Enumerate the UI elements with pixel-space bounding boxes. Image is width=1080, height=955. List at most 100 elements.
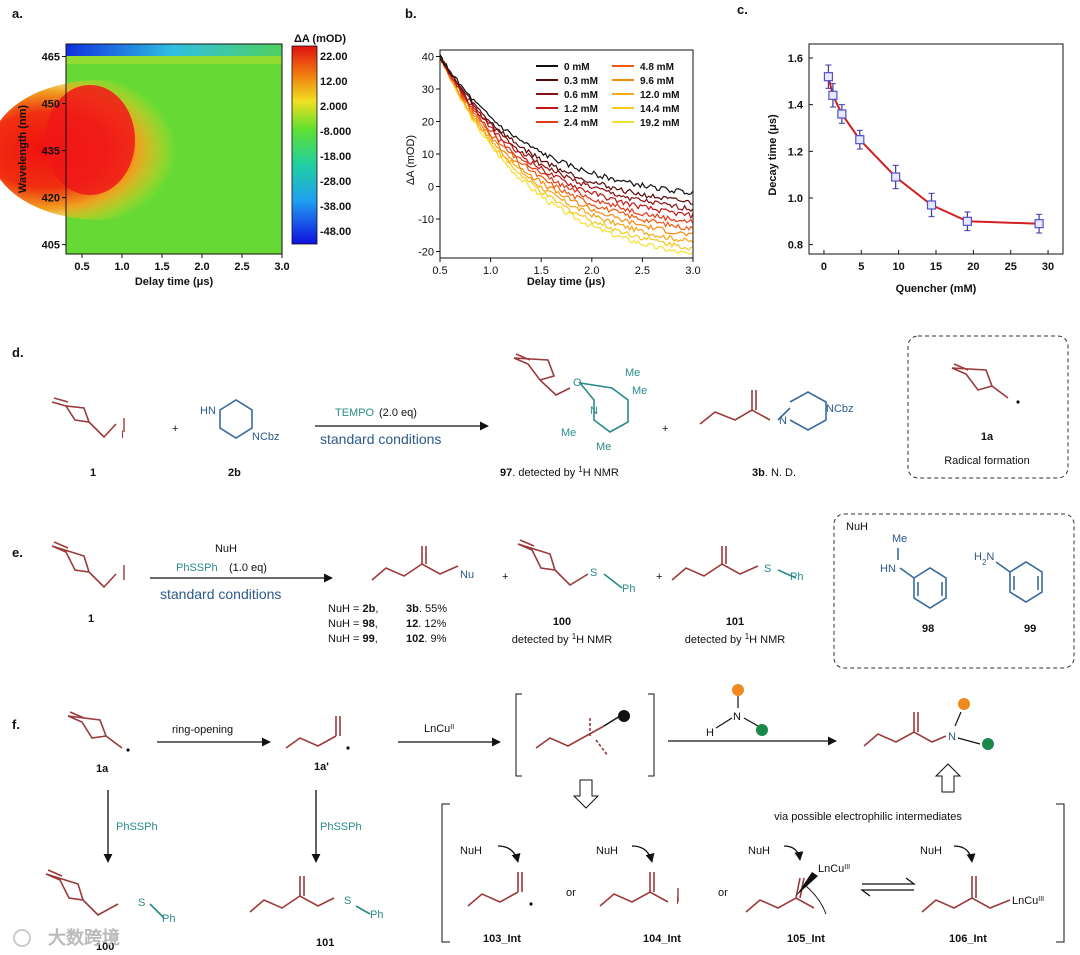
decay-xlabel: Quencher (mM) (896, 283, 977, 295)
legend-entry: 12.0 mM (640, 90, 679, 101)
decay-point (1034, 219, 1044, 229)
intermediate-103-structure: NuH (460, 845, 533, 907)
compound-98-structure: Me HN (880, 533, 947, 609)
svg-text:NCbz: NCbz (826, 403, 854, 415)
radical-box (907, 335, 1069, 479)
heatmap-xtick-label: 2.0 (194, 261, 209, 273)
watermark-text: 大数跨境 (48, 927, 120, 948)
svg-text:Ph: Ph (790, 571, 803, 583)
compound-101-e-structure: S Ph (671, 546, 803, 583)
kinetics-ytick-label: 40 (422, 52, 434, 64)
svg-text:detected by 1H NMR: detected by 1H NMR (685, 632, 785, 647)
heatmap-ylabel: Wavelength (nm) (17, 105, 29, 194)
label-104: 104_Int (643, 933, 681, 945)
svg-text:H: H (706, 727, 714, 739)
label-99: 99 (1024, 623, 1036, 635)
decay-ytick-label: 1.2 (788, 146, 803, 158)
compound-100-structure: S Ph (517, 539, 635, 595)
hollow-arrow-up (934, 763, 962, 793)
compound-3b-structure: N NCbz (699, 390, 854, 431)
svg-text:N: N (779, 415, 787, 427)
label-compound-1: 1 (90, 467, 96, 479)
amine-product-structure: N (863, 698, 994, 750)
amine-reagent: N H (706, 684, 768, 739)
yield-row: NuH = 2b, (328, 603, 378, 615)
label-100-e: 100 (553, 616, 571, 628)
svg-text:H2N: H2N (974, 551, 994, 567)
scheme-e: 1 NuH PhSSPh (1.0 eq) standard condition… (51, 513, 1075, 669)
svg-text:HN: HN (880, 563, 896, 575)
svg-text:NuH: NuH (215, 543, 237, 555)
kinetics-series-line (439, 57, 694, 212)
kinetics-xlabel: Delay time (μs) (527, 276, 606, 288)
kinetics-xtick-label: 3.0 (685, 265, 700, 277)
svg-text:I: I (676, 895, 679, 907)
yield-row: NuH = 98, (328, 618, 378, 630)
substituent-orange-dot (732, 684, 744, 696)
yield-value: 12. 12% (406, 618, 447, 630)
decay-point (891, 172, 901, 182)
svg-text:S: S (590, 567, 597, 579)
decay-xtick-label: 10 (893, 261, 905, 273)
svg-text:NuH: NuH (920, 845, 942, 857)
decay-point (962, 216, 972, 226)
svg-text:Ph: Ph (162, 913, 175, 925)
heatmap-xtick-label: 2.5 (234, 261, 249, 273)
decay-ytick-label: 1.4 (788, 100, 804, 112)
svg-text:LnCuIII: LnCuIII (818, 863, 850, 875)
caption-97: 97. detected by 1H NMR (500, 465, 619, 480)
colorbar (291, 45, 318, 245)
svg-text:S: S (344, 895, 351, 907)
kinetics-chart: 0.5 1.0 1.5 2.0 2.5 3.0 40 30 20 10 0 -10 -20 Delay … (405, 49, 701, 288)
decay-xtick-label: 0 (821, 261, 827, 273)
label-compound-2b: 2b (228, 467, 241, 479)
nuh-box (833, 513, 1075, 669)
compound-99-structure: H2N (974, 551, 1043, 603)
legend-entry: 4.8 mM (640, 62, 674, 73)
equilibrium-arrows (860, 877, 916, 897)
svg-text:NuH: NuH (748, 845, 770, 857)
bracket-left-top (515, 693, 522, 777)
legend-entry: 1.2 mM (564, 104, 598, 115)
svg-text:or: or (566, 887, 576, 899)
kinetics-xtick-label: 2.0 (584, 265, 599, 277)
svg-text:HN: HN (200, 405, 216, 417)
compound-100-f-structure: S Ph (45, 869, 175, 925)
svg-text:+: + (502, 571, 508, 583)
label-compound-1-e: 1 (88, 613, 94, 625)
compound-1a-prime-structure (285, 716, 350, 750)
label-98: 98 (922, 623, 934, 635)
cu-complex-structure (535, 710, 630, 757)
svg-text:Me: Me (892, 533, 907, 545)
svg-text:S: S (764, 563, 771, 575)
scheme-f: 1a ring-opening 1a' LnCuII N H (45, 684, 1065, 953)
legend-entry: 0.3 mM (564, 76, 598, 87)
label-101-e: 101 (726, 616, 744, 628)
panel-label-d: d. (12, 345, 24, 360)
compound-2b-structure: HN NCbz (200, 399, 280, 443)
bracket-right-bottom (1056, 803, 1065, 943)
svg-text:Nu: Nu (460, 569, 474, 581)
svg-text:NuH: NuH (596, 845, 618, 857)
heatmap-ytick-label: 450 (42, 99, 60, 111)
reagent-phssph-e: PhSSPh (176, 562, 218, 574)
svg-text:Me: Me (625, 367, 640, 379)
svg-text:Ph: Ph (622, 583, 635, 595)
colorbar-tick-label: -8.000 (320, 126, 351, 138)
svg-text:Ph: Ph (370, 909, 383, 921)
kinetics-xtick-label: 0.5 (432, 265, 447, 277)
colorbar-tick-label: 22.00 (320, 51, 348, 63)
svg-text:Me: Me (632, 385, 647, 397)
kinetics-series-line (439, 54, 694, 244)
heatmap-ytick-label: 435 (42, 146, 60, 158)
radical-formation-text: Radical formation (944, 455, 1030, 467)
svg-text:S: S (138, 897, 145, 909)
decay-xtick-label: 5 (858, 261, 864, 273)
reagent-standard-conditions-d: standard conditions (320, 431, 441, 447)
decay-xtick-label: 25 (1005, 261, 1017, 273)
phssph-2-text: PhSSPh (320, 821, 362, 833)
svg-text:N: N (948, 731, 956, 743)
panel-label-b: b. (405, 6, 417, 21)
label-105: 105_Int (787, 933, 825, 945)
panel-label-a: a. (12, 6, 23, 21)
